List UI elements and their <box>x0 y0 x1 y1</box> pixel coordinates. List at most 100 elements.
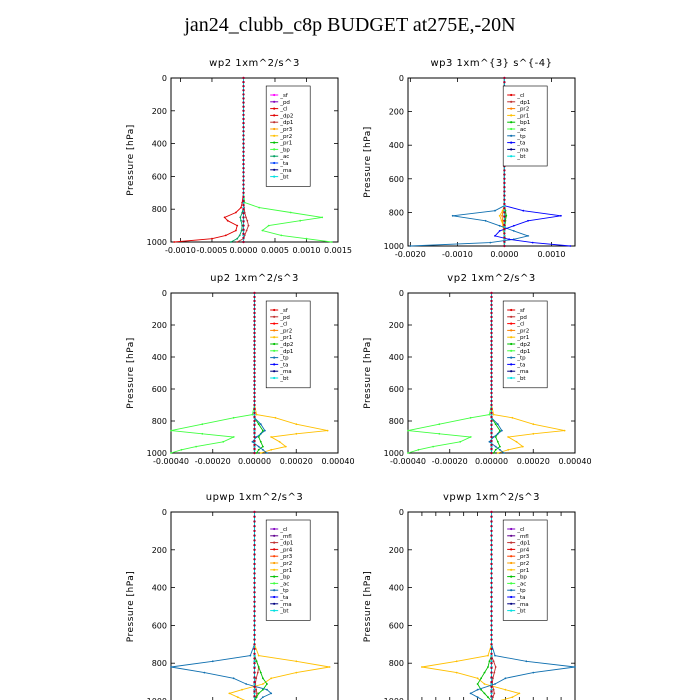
legend-entry: _ac <box>516 581 526 587</box>
zero-line-marker <box>490 628 493 632</box>
data-point <box>201 432 204 435</box>
x-tick-label: -0.00020 <box>195 457 231 466</box>
data-point <box>255 688 258 691</box>
zero-line-marker <box>503 76 506 80</box>
legend-marker <box>273 589 276 592</box>
series-line-tp <box>170 512 273 700</box>
data-point <box>240 219 242 222</box>
zero-line-marker <box>253 431 256 435</box>
panel-title: upwp 1xm^2/s^3 <box>206 492 303 503</box>
zero-line-marker <box>253 576 256 580</box>
data-point <box>409 245 412 247</box>
zero-line-marker <box>242 199 245 203</box>
zero-line-marker <box>490 548 493 551</box>
y-tick-label: 200 <box>152 546 167 555</box>
data-point <box>417 448 420 451</box>
legend-marker <box>273 175 276 178</box>
data-point <box>492 413 495 416</box>
data-point <box>235 211 237 214</box>
zero-line-marker <box>253 315 256 319</box>
zero-line-marker <box>242 142 245 145</box>
y-tick-label: 400 <box>152 140 167 149</box>
data-point <box>255 696 258 699</box>
data-point <box>494 235 496 237</box>
zero-line-marker <box>503 177 506 180</box>
zero-line-marker <box>253 331 256 335</box>
plot-frame <box>170 77 339 243</box>
zero-line-marker <box>242 195 245 199</box>
zero-line-marker <box>242 179 245 182</box>
zero-line-marker <box>490 666 493 670</box>
data-point <box>508 238 510 241</box>
zero-line-marker <box>490 415 493 419</box>
zero-line-marker <box>503 240 506 243</box>
zero-line-marker <box>253 572 256 575</box>
legend-entry: _cl <box>516 93 525 99</box>
zero-line-marker <box>490 291 493 295</box>
x-tick-label: 0.00040 <box>321 457 354 466</box>
data-point <box>432 445 434 448</box>
zero-line-marker <box>503 81 506 84</box>
zero-line-marker <box>503 202 506 206</box>
legend-marker <box>510 308 513 312</box>
data-point <box>459 440 462 443</box>
legend-marker <box>510 548 513 551</box>
y-tick-label: 1000 <box>147 697 167 700</box>
data-point <box>503 235 506 237</box>
zero-line-marker <box>490 529 493 533</box>
series-line-dp2 <box>254 293 264 454</box>
zero-line-marker <box>253 633 256 637</box>
data-point <box>259 432 262 435</box>
zero-line-marker <box>242 203 245 207</box>
series-line-pr1 <box>421 512 521 700</box>
zero-line-marker <box>253 307 256 311</box>
zero-line-marker <box>503 232 506 235</box>
zero-line-marker <box>490 595 493 599</box>
data-point <box>249 654 252 657</box>
data-point <box>438 432 441 435</box>
panel-4: vp2 1xm^2/s^3 Pressure [hPa] 0 200 400 600 800… <box>363 273 592 466</box>
zero-line-marker <box>490 567 493 570</box>
zero-line-marker <box>503 244 506 248</box>
zero-line-marker <box>490 419 493 423</box>
y-tick-label: 200 <box>389 108 404 117</box>
x-tick-label: -0.00040 <box>153 457 189 466</box>
y-axis-label: Pressure [hPa] <box>363 337 373 409</box>
data-point <box>476 696 479 699</box>
zero-line-marker <box>253 443 256 447</box>
zero-line-marker <box>490 539 493 542</box>
legend-marker <box>273 121 276 124</box>
data-point <box>503 230 506 232</box>
panel-title: wp3 1xm^{3} s^{-4} <box>430 58 552 69</box>
zero-line-marker <box>490 327 493 331</box>
data-point <box>504 677 507 680</box>
legend-marker <box>273 107 276 110</box>
data-point <box>239 216 242 219</box>
zero-line-marker <box>242 146 245 149</box>
data-point <box>499 445 501 448</box>
legend-marker <box>273 315 276 318</box>
zero-line-marker <box>242 121 245 125</box>
data-point <box>507 448 510 451</box>
zero-line-marker <box>490 690 493 693</box>
legend-entry: _ta <box>279 595 288 601</box>
series-line-pr1 <box>491 293 565 454</box>
data-point <box>299 219 302 222</box>
zero-line-marker <box>490 387 493 391</box>
data-point <box>228 692 231 695</box>
data-point <box>201 423 204 426</box>
zero-line-marker <box>253 391 256 395</box>
zero-line-marker <box>253 351 256 355</box>
data-point <box>240 229 243 232</box>
zero-line-marker <box>490 403 493 407</box>
zero-line-marker <box>490 562 493 566</box>
legend-marker <box>510 370 513 373</box>
data-point <box>259 452 262 454</box>
zero-line-marker <box>503 190 506 193</box>
y-tick-label: 400 <box>389 353 404 362</box>
legend-marker <box>273 561 276 565</box>
zero-line-marker <box>253 427 256 431</box>
legend-marker <box>510 100 513 103</box>
data-point <box>245 229 248 232</box>
zero-line-marker <box>490 624 493 627</box>
